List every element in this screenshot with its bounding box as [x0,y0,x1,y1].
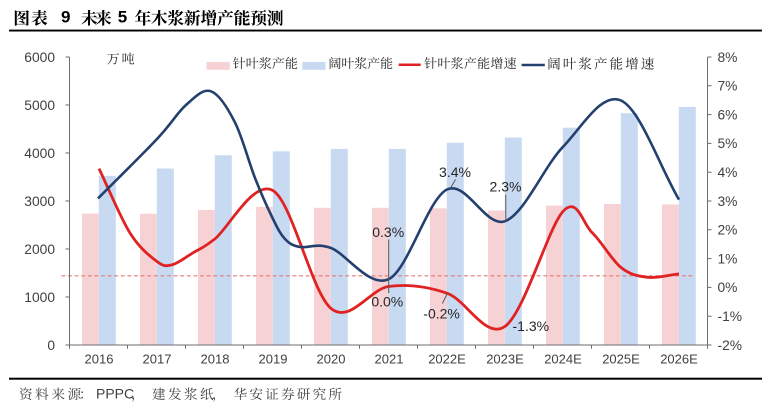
svg-text:1000: 1000 [24,290,55,305]
svg-text:0: 0 [47,338,55,353]
svg-text:4000: 4000 [24,146,55,161]
svg-text:0.3%: 0.3% [372,224,404,240]
svg-text:2023E: 2023E [486,352,524,367]
svg-text:6000: 6000 [24,50,55,65]
svg-text:-2%: -2% [718,338,743,353]
svg-text:7%: 7% [718,79,738,94]
svg-text:5: 5 [118,8,127,27]
svg-text:2022E: 2022E [428,352,466,367]
svg-text:2019: 2019 [259,352,288,367]
svg-text:2020: 2020 [317,352,346,367]
svg-text:PPPC: PPPC [96,386,134,402]
svg-text:-1.3%: -1.3% [513,318,550,334]
svg-text:5%: 5% [718,136,738,151]
svg-text:-0.2%: -0.2% [423,305,460,321]
svg-text:2018: 2018 [201,352,230,367]
svg-text:2%: 2% [718,223,738,238]
svg-text:9: 9 [61,8,70,27]
svg-text:0%: 0% [718,280,738,295]
svg-text:2.3%: 2.3% [490,178,522,194]
svg-text:0.0%: 0.0% [371,294,403,310]
svg-text:3000: 3000 [24,194,55,209]
svg-text:2026E: 2026E [660,352,698,367]
svg-text:2017: 2017 [143,352,172,367]
svg-text:2025E: 2025E [602,352,640,367]
svg-text:6%: 6% [718,107,738,122]
svg-text:8%: 8% [718,50,738,65]
svg-text:1%: 1% [718,251,738,266]
svg-text:3.4%: 3.4% [439,164,471,180]
svg-text:2000: 2000 [24,242,55,257]
svg-text:-1%: -1% [718,309,743,324]
svg-text:2021: 2021 [375,352,404,367]
svg-text:5000: 5000 [24,98,55,113]
svg-text:4%: 4% [718,165,738,180]
svg-text:2016: 2016 [85,352,114,367]
svg-text:2024E: 2024E [544,352,582,367]
svg-text:3%: 3% [718,194,738,209]
